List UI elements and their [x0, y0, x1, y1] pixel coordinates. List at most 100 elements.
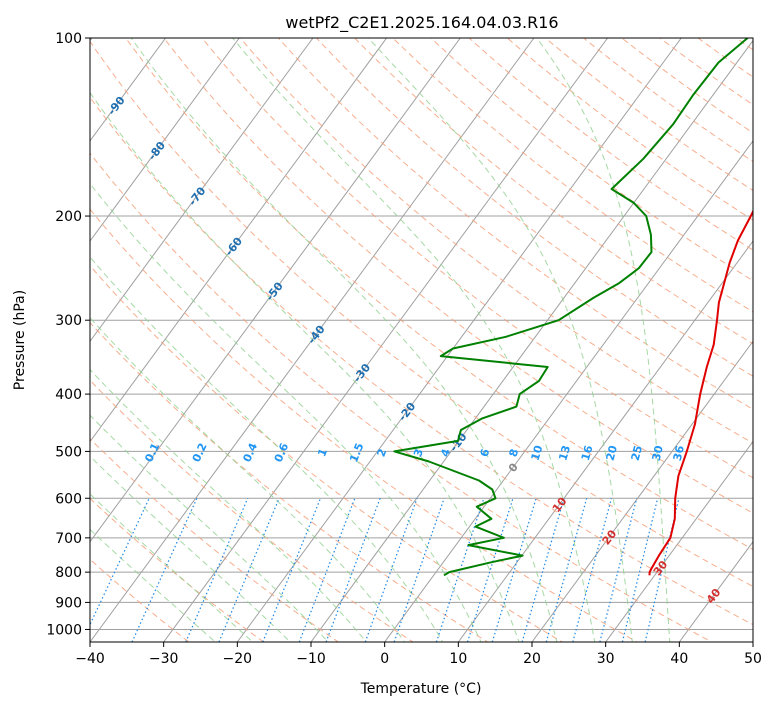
mixing-ratio-label: 8 [507, 447, 522, 458]
dry-adiabat [544, 38, 753, 192]
mixing-ratio-label: 1 [315, 447, 330, 459]
mixing-ratio-label: 2 [375, 447, 390, 459]
dry-adiabat [315, 38, 753, 377]
mixing-ratio-label: 6 [478, 447, 493, 459]
isobar-grid [90, 38, 753, 630]
moist-adiabat [130, 38, 558, 642]
dry-adiabat [90, 438, 340, 642]
dry-adiabat [239, 38, 753, 444]
x-tick-label: −10 [296, 651, 326, 667]
x-tick-label: −30 [149, 651, 179, 667]
y-axis-ticks: 100 200 300 400 500 600 700 800 900 1000 [46, 31, 90, 638]
y-tick-label: 400 [55, 387, 82, 403]
mixing-ratio-label: 3 [411, 447, 426, 459]
mixing-ratio-line [90, 497, 150, 626]
mixing-ratio-lines [90, 497, 680, 642]
y-tick-label: 800 [55, 565, 82, 581]
isotherm-line [605, 440, 753, 642]
dry-adiabat [90, 40, 753, 588]
isotherm-lines [90, 38, 753, 642]
x-tick-label: 20 [523, 651, 541, 667]
y-axis-label: Pressure (hPa) [12, 290, 28, 390]
mixing-ratio-line [599, 498, 638, 642]
mixing-ratio-line [364, 498, 418, 642]
moist-adiabat [90, 493, 254, 642]
y-tick-label: 500 [55, 444, 82, 460]
y-tick-label: 1000 [46, 622, 82, 638]
dry-adiabat [90, 497, 265, 642]
dry-adiabat [277, 38, 753, 410]
mixing-ratio-label: 30 [650, 444, 666, 462]
mixing-ratio-line [521, 498, 565, 642]
mixing-ratio-label: 25 [629, 444, 645, 462]
dry-adiabats [90, 38, 753, 642]
y-tick-label: 200 [55, 209, 82, 225]
x-axis-label: Temperature (°C) [360, 681, 482, 697]
temperature-line [648, 209, 753, 576]
profile-series [393, 38, 753, 577]
mixing-ratio-line [644, 498, 680, 642]
x-tick-label: 30 [597, 651, 615, 667]
plot-area: -100-90-80-70-60-50-40-30-20-10010203040… [90, 38, 753, 642]
dry-adiabat [90, 96, 753, 626]
mixing-ratio-label: 13 [556, 444, 573, 462]
mixing-ratio-line [466, 498, 514, 642]
y-tick-label: 100 [55, 31, 82, 47]
isotherm-line [90, 38, 167, 142]
mixing-ratio-line [545, 498, 588, 642]
dry-adiabat [353, 38, 753, 345]
mixing-ratio-line [621, 498, 659, 642]
mixing-ratio-line [572, 498, 613, 642]
y-tick-label: 300 [55, 313, 82, 329]
mixing-ratio-label: 20 [604, 444, 621, 462]
mixing-ratio-line [325, 498, 381, 642]
mixing-ratio-line [262, 498, 322, 642]
mixing-ratio-label: 16 [579, 444, 596, 463]
isotherm-line [236, 38, 682, 642]
moist-adiabat [90, 317, 406, 642]
mixing-ratio-line [491, 498, 537, 642]
isotherm-line [90, 38, 240, 242]
dry-adiabat [621, 38, 753, 134]
moist-adiabat [90, 368, 367, 642]
isotherm-line [163, 38, 609, 642]
isotherm-line [90, 38, 388, 443]
y-tick-label: 600 [55, 491, 82, 507]
moist-adiabat [90, 455, 292, 642]
x-tick-label: 10 [449, 651, 467, 667]
dry-adiabat [582, 38, 753, 163]
moist-adiabat [90, 414, 329, 642]
mixing-ratio-label: 36 [671, 444, 687, 462]
moist-adiabat [367, 38, 633, 642]
y-tick-label: 700 [55, 531, 82, 547]
isotherm-line [531, 340, 753, 642]
y-tick-label: 900 [55, 595, 82, 611]
x-tick-label: −20 [223, 651, 253, 667]
moist-adiabat [90, 528, 216, 642]
moist-adiabat [536, 38, 671, 642]
x-tick-label: 40 [670, 651, 688, 667]
dry-adiabat [90, 264, 564, 642]
isotherm-line [384, 140, 753, 642]
mixing-ratio-label: 10 [529, 443, 546, 462]
plot-frame [89, 37, 754, 643]
x-tick-label: 0 [380, 651, 389, 667]
mixing-ratio-line [435, 498, 485, 642]
moist-adiabat [90, 91, 520, 642]
x-axis-ticks: −40 −30 −20 −10 0 10 20 30 40 50 [75, 642, 762, 667]
moist-adiabat [90, 256, 444, 642]
dewpoint-line [393, 38, 749, 577]
mixing-ratio-line [393, 498, 445, 642]
moist-adiabat [232, 38, 596, 642]
mixing-ratio-label: 4 [438, 447, 453, 459]
dry-adiabat [90, 321, 489, 642]
isotherm-line [90, 38, 535, 642]
dry-adiabat [125, 38, 753, 550]
moist-adiabats [90, 38, 671, 642]
chart-title: wetPf2_C2E1.2025.164.04.03.R16 [285, 13, 558, 33]
x-tick-label: 50 [744, 651, 762, 667]
x-tick-label: −40 [75, 651, 105, 667]
isotherm-line [90, 38, 314, 343]
